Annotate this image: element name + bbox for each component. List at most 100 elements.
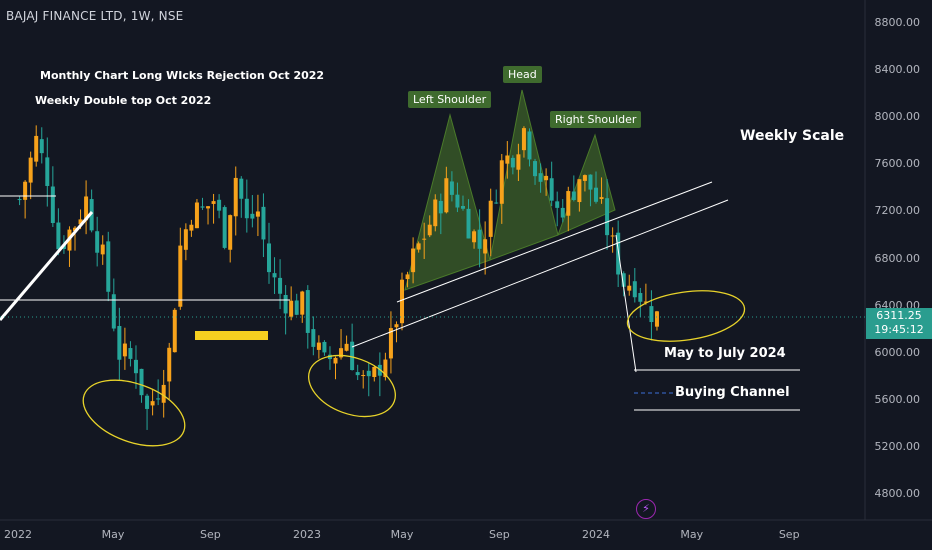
candle-body [250,213,255,219]
candle-body [405,274,410,280]
candle-body [28,157,33,183]
candle-body [145,395,150,409]
candle-body [278,277,283,294]
candle-body [654,311,659,327]
candle-body [472,231,477,243]
right-shoulder-shape [557,133,616,236]
highlight-bar [195,331,268,340]
candle-body [544,175,549,181]
price-axis-label: 5200.00 [874,439,921,453]
candle-body [361,375,366,377]
candle-body [649,306,654,323]
candle-body [394,324,399,328]
candle-body [577,179,582,203]
head-label: Head [503,66,542,83]
candle-body [339,348,344,358]
candle-body [106,241,111,292]
candle-body [333,357,338,364]
candle-body [255,211,260,217]
candle-body [350,341,355,370]
candle-body [194,202,199,229]
channel-upper-line [396,181,713,303]
candle-body [189,224,194,231]
candle-body [183,229,188,250]
candle-body [555,201,560,208]
trend-arrow-line [0,211,94,321]
candle-body [239,178,244,199]
last-price-value: 6311.25 [876,309,922,322]
time-axis-label: May [390,528,414,541]
candle-body [477,229,482,249]
candle-body [217,199,222,211]
last-price-tag: 6311.25 19:45:12 [866,308,932,339]
lightning-icon[interactable]: ⚡ [636,499,656,519]
candle-body [161,384,166,403]
candle-body [172,309,177,353]
candle-body [488,200,493,237]
candle-body [388,328,393,359]
candle-body [305,290,310,333]
candle-body [438,200,443,214]
candle-body [411,248,416,273]
candle-body [133,359,138,374]
candle-body [444,178,449,213]
candle-body [521,128,526,151]
candle-body [322,341,327,353]
candle-body [300,291,305,315]
candle-body [560,207,565,218]
drawings-layer [0,181,865,447]
candle-body [122,343,127,357]
candle-body [167,347,172,382]
candle-body [427,224,432,236]
candle-body [433,199,438,227]
candle-body [39,139,44,154]
candlestick-series [17,125,659,430]
price-axis-label: 8800.00 [874,16,921,29]
bar-countdown: 19:45:12 [874,323,924,336]
candle-body [311,329,316,347]
candle-body [582,175,587,181]
candle-body [594,187,598,202]
candle-body [483,239,488,254]
candle-body [200,206,205,208]
candle-body [272,273,277,278]
candle-body [538,173,543,182]
price-axis-label: 7200.00 [874,204,921,218]
candle-body [228,215,233,250]
head-shape [489,89,559,261]
candle-body [117,326,122,360]
candle-body [527,131,532,160]
candle-body [599,197,604,199]
candle-body [632,281,637,298]
candle-body [627,285,632,291]
price-axis-label: 6800.00 [874,251,921,265]
left-shoulder-label: Left Shoulder [408,91,492,108]
candle-body [84,196,89,221]
candle-body [139,368,144,396]
candle-body [17,199,22,201]
price-axis-label: 4800.00 [874,487,921,500]
support-ellipse-2023 [307,354,397,418]
candle-body [605,198,610,236]
candle-body [128,348,133,359]
candle-body [643,301,648,303]
candle-body [372,366,377,378]
candle-body [316,342,321,350]
candle-body [222,207,227,248]
candle-body [261,206,266,240]
may-july-label: May to July 2024 [664,346,786,361]
time-axis-label: 2023 [293,528,321,541]
candle-body [23,181,28,200]
candle-body [34,135,39,162]
candle-body [294,300,299,315]
target-ellipse [626,290,746,342]
candle-body [422,238,427,240]
candle-body [510,157,515,168]
candle-body [50,186,55,224]
candle-body [505,155,510,164]
monthly-note: Monthly Chart Long WIcks Rejection Oct 2… [40,69,325,82]
candle-body [233,177,238,217]
weekly-scale-label: Weekly Scale [740,128,845,144]
